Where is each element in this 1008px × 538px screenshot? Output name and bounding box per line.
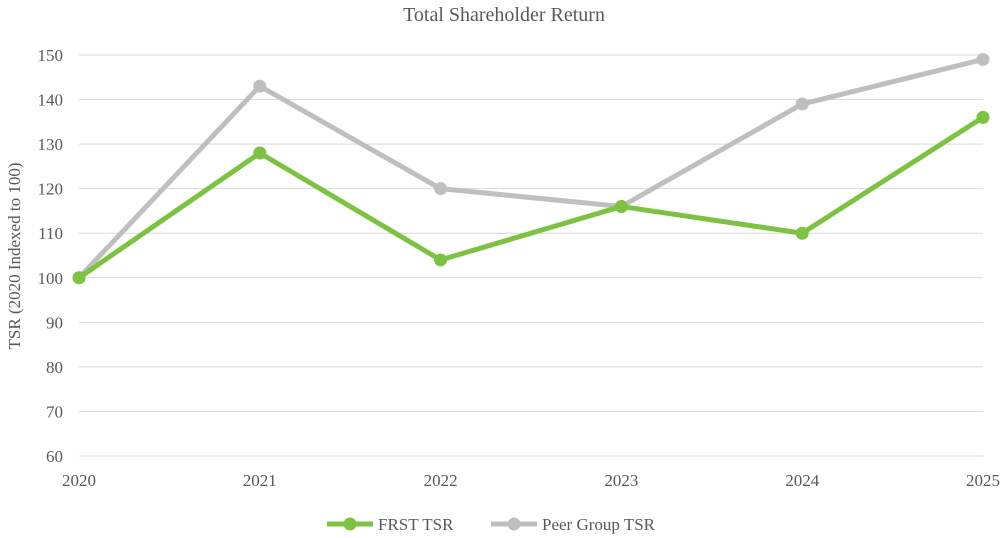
x-tick-label: 2023 bbox=[604, 471, 638, 490]
series-line bbox=[76, 56, 986, 281]
data-point bbox=[253, 79, 267, 93]
y-axis-label: TSR (2020 Indexed to 100) bbox=[5, 163, 24, 350]
legend-item-frst-tsr: FRST TSR bbox=[327, 515, 454, 534]
legend-label: FRST TSR bbox=[378, 515, 454, 534]
legend-marker bbox=[343, 517, 357, 531]
x-tick-label: 2024 bbox=[785, 471, 820, 490]
y-tick-label: 90 bbox=[46, 313, 63, 332]
data-point bbox=[976, 52, 990, 66]
y-tick-label: 60 bbox=[46, 447, 63, 466]
y-tick-label: 130 bbox=[38, 135, 64, 154]
chart-title: Total Shareholder Return bbox=[403, 4, 605, 26]
y-tick-label: 70 bbox=[46, 402, 63, 421]
y-tick-label: 140 bbox=[38, 91, 64, 110]
data-point bbox=[253, 146, 267, 160]
y-tick-labels: 60 70 80 90 100 110 120 130 140 150 bbox=[38, 46, 64, 466]
legend-marker bbox=[507, 517, 521, 531]
y-tick-label: 80 bbox=[46, 358, 63, 377]
legend-label: Peer Group TSR bbox=[542, 515, 656, 534]
series-peer-group-tsr bbox=[72, 52, 990, 285]
x-tick-label: 2022 bbox=[424, 471, 458, 490]
legend-item-peer-group-tsr: Peer Group TSR bbox=[491, 515, 656, 534]
y-tick-label: 100 bbox=[38, 269, 64, 288]
data-point bbox=[614, 199, 628, 213]
y-tick-label: 110 bbox=[38, 224, 63, 243]
x-tick-label: 2021 bbox=[243, 471, 277, 490]
data-point bbox=[795, 226, 809, 240]
y-tick-label: 120 bbox=[38, 180, 64, 199]
data-point bbox=[434, 253, 448, 267]
data-point bbox=[976, 110, 990, 124]
x-tick-label: 2020 bbox=[62, 471, 96, 490]
gridlines bbox=[79, 54, 983, 457]
series-frst-tsr bbox=[72, 110, 990, 285]
data-point bbox=[434, 182, 448, 196]
series-line bbox=[76, 114, 986, 281]
legend: FRST TSR Peer Group TSR bbox=[327, 515, 656, 534]
y-tick-label: 150 bbox=[38, 46, 64, 65]
x-tick-label: 2025 bbox=[966, 471, 1000, 490]
x-tick-labels: 2020 2021 2022 2023 2024 2025 bbox=[62, 471, 1000, 490]
data-point bbox=[72, 271, 86, 285]
data-point bbox=[795, 97, 809, 111]
series-layer bbox=[72, 52, 990, 285]
